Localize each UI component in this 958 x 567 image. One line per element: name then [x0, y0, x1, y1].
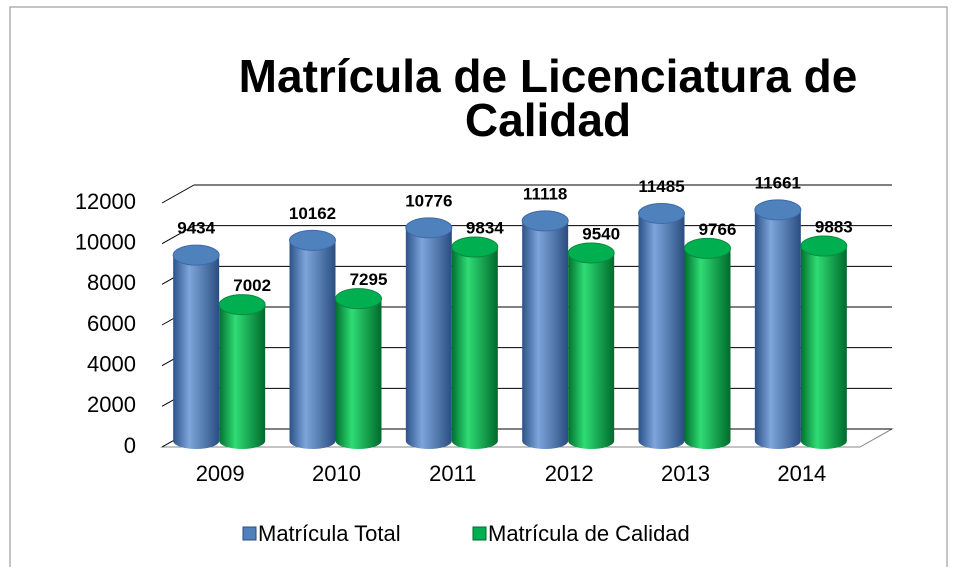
y-tick-label: 6000: [87, 311, 136, 336]
grid-line-side: [161, 225, 195, 245]
x-tick-label: 2011: [429, 461, 476, 486]
chart-title: Matrícula de Licenciatura de Calidad: [238, 50, 858, 146]
x-tick-label: 2010: [312, 461, 361, 486]
value-label: 9883: [815, 218, 853, 237]
y-tick-label: 8000: [87, 270, 136, 295]
y-tick-label: 0: [124, 433, 136, 458]
value-label: 7002: [233, 276, 271, 295]
bar: [800, 235, 848, 449]
y-tick-label: 2000: [87, 392, 136, 417]
legend-label: Matrícula Total: [258, 521, 401, 546]
y-tick-label: 12000: [75, 189, 136, 214]
value-label: 11485: [638, 177, 684, 196]
grid-line-side: [161, 184, 195, 204]
value-label: 9766: [699, 220, 737, 239]
y-tick-label: 4000: [87, 351, 136, 376]
bar: [289, 229, 336, 449]
legend-swatch: [242, 526, 257, 541]
bar: [567, 242, 615, 449]
x-tick-label: 2013: [661, 461, 710, 486]
bar: [684, 237, 731, 449]
x-tick-label: 2014: [777, 461, 826, 486]
x-tick-label: 2012: [545, 461, 594, 486]
bar: [172, 244, 220, 449]
bar: [405, 217, 453, 449]
value-label: 9434: [177, 219, 215, 238]
value-label: 10776: [405, 191, 452, 210]
value-label: 9834: [466, 219, 504, 238]
value-label: 7295: [350, 270, 388, 289]
bar: [451, 236, 499, 449]
chart-border: [9, 6, 948, 567]
bar: [638, 202, 685, 449]
legend-swatch: [472, 526, 487, 541]
bar: [521, 210, 569, 449]
bar: [335, 288, 382, 449]
y-tick-label: 10000: [75, 229, 136, 254]
legend-label: Matrícula de Calidad: [488, 521, 690, 546]
value-label: 11661: [755, 173, 801, 192]
bar: [754, 199, 802, 449]
bar: [218, 294, 266, 449]
value-label: 9540: [582, 225, 620, 244]
value-label: 11118: [523, 184, 567, 203]
x-tick-label: 2009: [196, 461, 245, 486]
value-label: 10162: [289, 204, 336, 223]
